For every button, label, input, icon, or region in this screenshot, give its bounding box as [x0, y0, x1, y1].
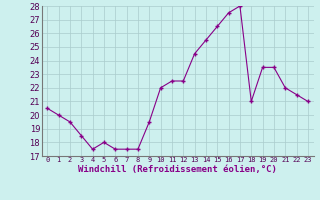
X-axis label: Windchill (Refroidissement éolien,°C): Windchill (Refroidissement éolien,°C)	[78, 165, 277, 174]
